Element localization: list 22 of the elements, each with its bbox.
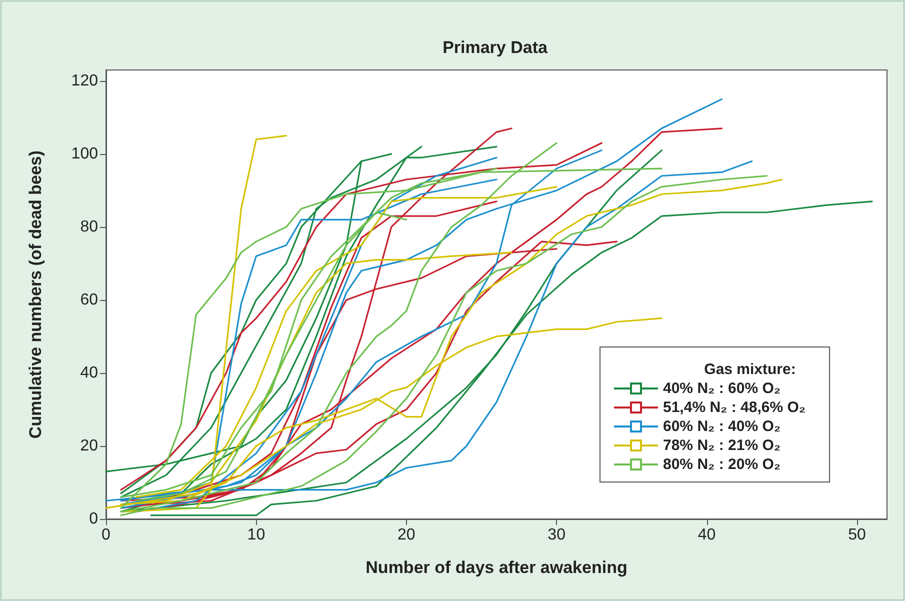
y-tick-label: 80	[80, 218, 98, 236]
x-tick-label: 30	[548, 526, 566, 544]
x-tick-label: 20	[397, 526, 416, 544]
y-tick-label: 100	[71, 145, 98, 162]
y-tick-label: 0	[89, 510, 98, 528]
legend-title: Gas mixture:	[704, 361, 796, 378]
x-tick-label: 40	[698, 526, 716, 544]
legend-label: 51,4% N₂ : 48,6% O₂	[663, 399, 806, 416]
y-tick-label: 40	[80, 364, 98, 382]
x-tick-label: 50	[848, 526, 866, 544]
x-tick-label: 10	[247, 526, 266, 544]
y-tick-label: 60	[80, 291, 98, 308]
legend-label: 60% N₂ : 40% O₂	[663, 418, 781, 435]
chart-title: Primary Data	[442, 38, 548, 57]
x-axis-title: Number of days after awakening	[366, 558, 628, 577]
y-tick-label: 120	[71, 72, 98, 90]
legend-label: 40% N₂ : 60% O₂	[663, 380, 781, 397]
x-tick-label: 0	[102, 526, 111, 544]
y-axis-title: Cumulative numbers (of dead bees)	[26, 150, 45, 439]
y-tick-label: 20	[80, 437, 98, 454]
legend-label: 80% N₂ : 20% O₂	[663, 456, 781, 473]
legend-label: 78% N₂ : 21% O₂	[663, 437, 781, 454]
